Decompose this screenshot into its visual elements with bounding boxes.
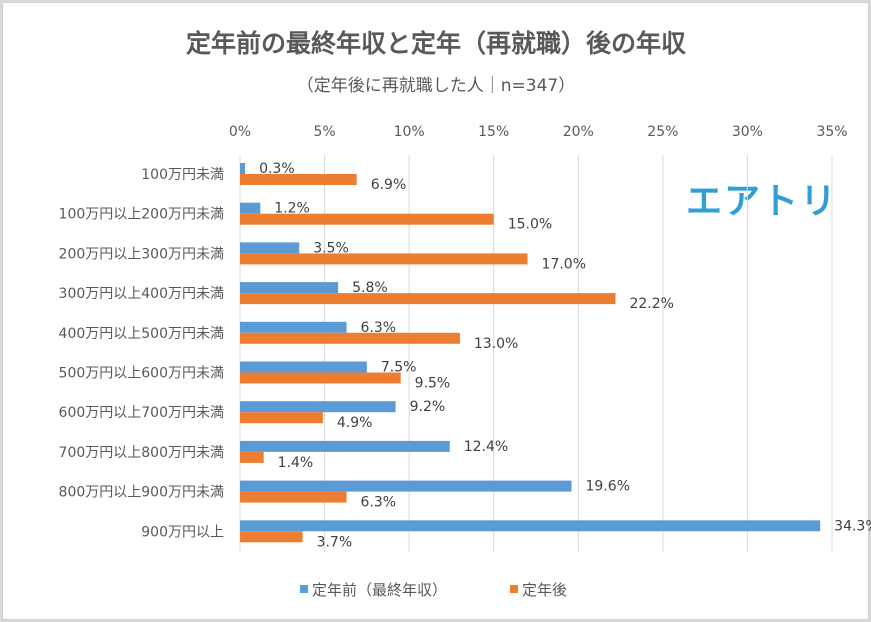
- bar-before: [240, 163, 246, 174]
- category-label: 100万円以上200万円未満: [59, 207, 224, 223]
- data-label: 9.5%: [415, 376, 451, 392]
- category-label: 500万円以上600万円未満: [59, 366, 224, 382]
- category-label: 600万円以上700万円未満: [59, 405, 224, 421]
- bar-before: [240, 321, 347, 333]
- legend-label: 定年後: [522, 581, 567, 599]
- x-tick-label: 25%: [647, 124, 678, 140]
- data-label: 6.9%: [371, 177, 407, 193]
- bar-before: [240, 401, 396, 413]
- x-tick-label: 5%: [313, 124, 335, 140]
- category-label: 100万円未満: [141, 167, 224, 183]
- bar-after: [240, 372, 401, 384]
- bar-after: [240, 412, 323, 424]
- bar-after: [240, 531, 303, 543]
- bar-after: [240, 213, 494, 225]
- category-label: 300万円以上400万円未満: [59, 286, 224, 302]
- bar-before: [240, 480, 572, 492]
- bar-before: [240, 282, 339, 294]
- data-label: 6.3%: [361, 320, 397, 336]
- x-tick-label: 30%: [732, 124, 763, 140]
- data-label: 1.2%: [274, 201, 310, 217]
- legend-swatch: [510, 585, 518, 593]
- data-label: 19.6%: [586, 479, 630, 495]
- data-label: 3.5%: [313, 240, 349, 256]
- legend-label: 定年前（最終年収）: [312, 581, 447, 599]
- bar-before: [240, 361, 367, 373]
- bar-after: [240, 491, 347, 503]
- bar-before: [240, 242, 300, 254]
- category-label: 800万円以上900万円未満: [59, 485, 224, 501]
- legend-swatch: [300, 585, 308, 593]
- data-label: 34.3%: [834, 518, 871, 534]
- bar-after: [240, 253, 528, 265]
- data-label: 15.0%: [508, 217, 552, 233]
- data-label: 3.7%: [317, 534, 353, 550]
- x-tick-label: 10%: [394, 124, 425, 140]
- logo: エアトリ: [686, 181, 838, 222]
- bar-before: [240, 520, 821, 532]
- chart-title: 定年前の最終年収と定年（再就職）後の年収: [186, 29, 687, 58]
- data-label: 12.4%: [464, 439, 508, 455]
- data-label: 6.3%: [361, 495, 397, 511]
- data-label: 13.0%: [474, 336, 518, 352]
- category-label: 700万円以上800万円未満: [59, 445, 224, 461]
- bar-before: [240, 202, 261, 214]
- bar-after: [240, 174, 357, 185]
- chart-subtitle: （定年後に再就職した人｜n=347）: [297, 76, 575, 96]
- category-label: 400万円以上500万円未満: [59, 326, 224, 342]
- data-label: 9.2%: [410, 399, 446, 415]
- x-tick-label: 0%: [229, 124, 251, 140]
- bar-after: [240, 451, 264, 463]
- x-tick-label: 35%: [816, 124, 847, 140]
- data-label: 22.2%: [629, 296, 673, 312]
- data-label: 4.9%: [337, 415, 373, 431]
- category-label: 900万円以上: [141, 524, 224, 540]
- data-label: 7.5%: [381, 360, 417, 376]
- data-label: 0.3%: [259, 161, 295, 177]
- bar-before: [240, 440, 450, 452]
- data-label: 5.8%: [352, 280, 388, 296]
- bar-after: [240, 293, 616, 305]
- category-label: 200万円以上300万円未満: [59, 246, 224, 262]
- x-tick-label: 15%: [478, 124, 509, 140]
- bar-after: [240, 332, 460, 344]
- x-tick-label: 20%: [563, 124, 594, 140]
- data-label: 1.4%: [278, 455, 314, 471]
- data-label: 17.0%: [542, 256, 586, 272]
